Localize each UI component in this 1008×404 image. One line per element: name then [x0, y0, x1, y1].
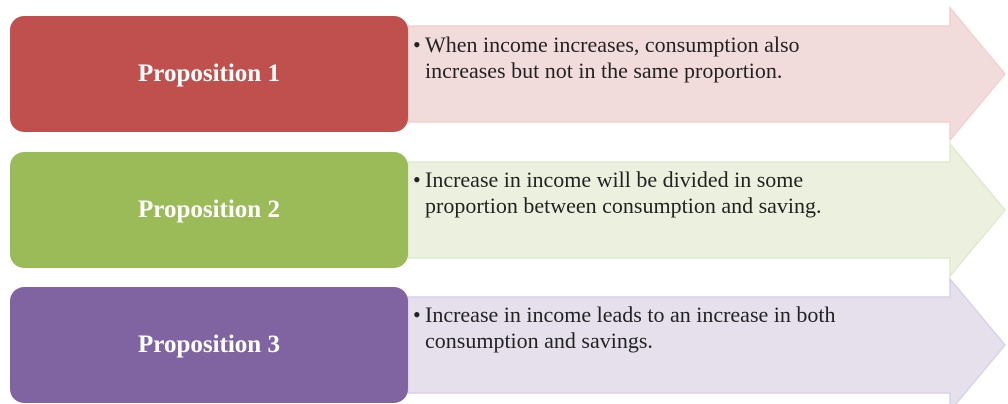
text-line: Increase in income leads to an increase … [425, 302, 836, 327]
text-line: Increase in income will be divided in so… [425, 167, 804, 192]
text-line: When income increases, consumption also [425, 32, 800, 57]
text-line: proportion between consumption and savin… [425, 193, 822, 218]
label-box [10, 152, 408, 268]
description: When income increases, consumption also … [413, 32, 800, 84]
description: Increase in income leads to an increase … [413, 302, 836, 354]
label: Proposition 1 [138, 60, 280, 87]
label-box [10, 287, 408, 403]
label: Proposition 3 [138, 331, 280, 358]
label: Proposition 2 [138, 196, 280, 223]
label-box [10, 16, 408, 132]
text-line: increases but not in the same proportion… [425, 58, 783, 83]
text-line: consumption and savings. [425, 328, 653, 353]
description: Increase in income will be divided in so… [413, 167, 822, 219]
